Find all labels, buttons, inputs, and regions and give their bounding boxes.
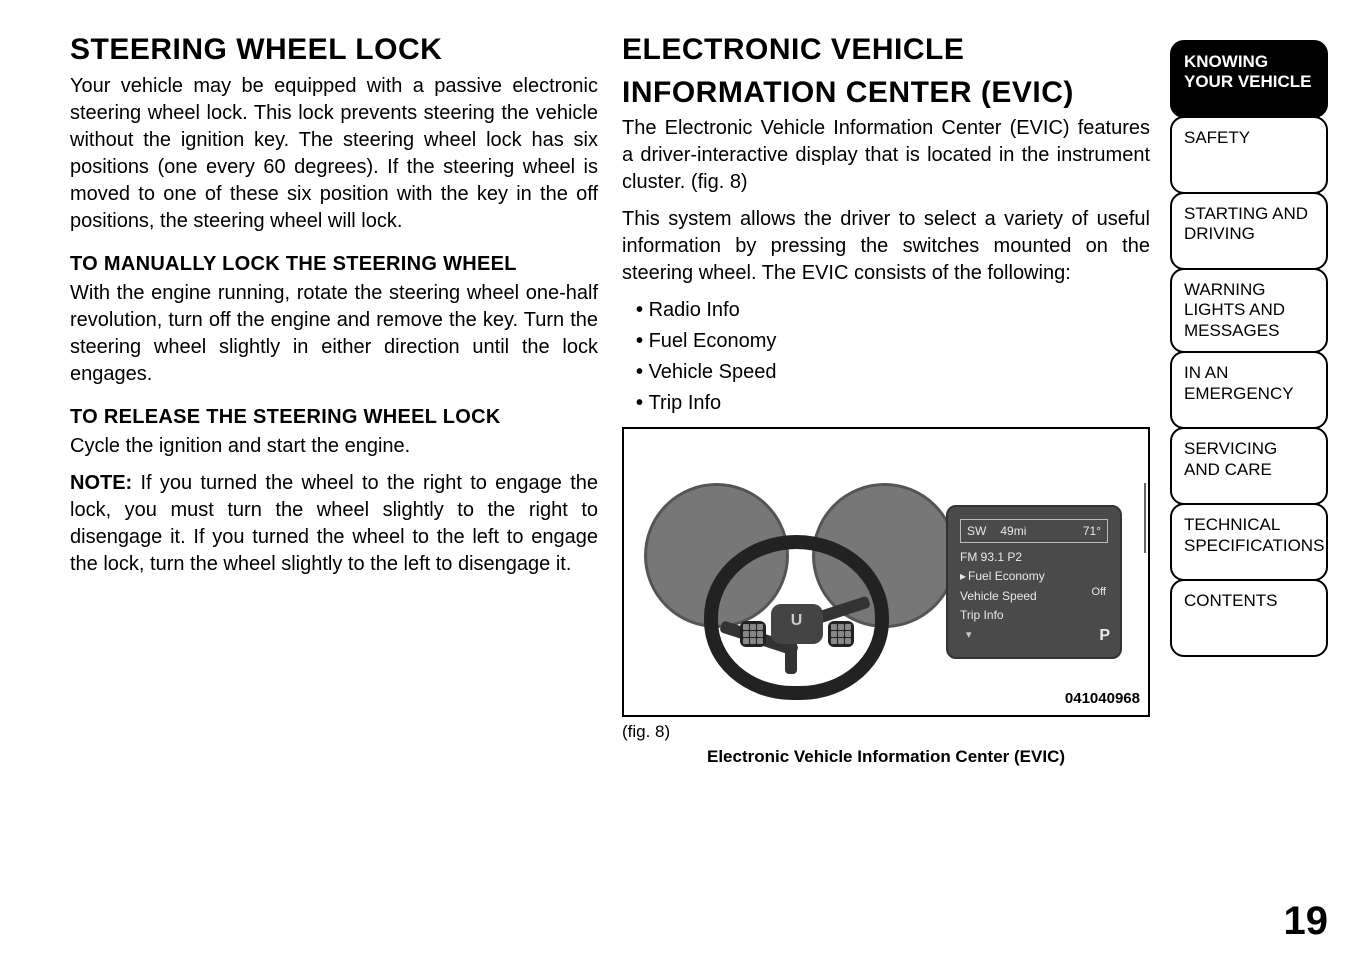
figure-code: 041040968 [1065, 689, 1140, 709]
list-item: Fuel Economy [636, 328, 1150, 355]
page-number: 19 [1284, 899, 1329, 944]
paragraph: This system allows the driver to select … [622, 206, 1150, 287]
evic-temp: 71° [1083, 523, 1101, 539]
figure-evic: U SW 49mi 71° FM 93.1 P2 Fuel Economy Ve… [622, 427, 1150, 717]
evic-compass: SW [967, 523, 986, 539]
heading-evic-line2: INFORMATION CENTER (EVIC) [622, 73, 1150, 114]
figure-number: (fig. 8) [622, 721, 1150, 744]
tab-starting-driving[interactable]: STARTING AND DRIVING [1170, 192, 1328, 270]
list-item: Vehicle Speed [636, 359, 1150, 386]
page-content: STEERING WHEEL LOCK Your vehicle may be … [70, 30, 1150, 900]
steering-wheel-icon: U [704, 535, 889, 700]
right-column: ELECTRONIC VEHICLE INFORMATION CENTER (E… [622, 30, 1150, 900]
tab-warning-lights[interactable]: WARNING LIGHTS AND MESSAGES [1170, 268, 1328, 353]
tab-emergency[interactable]: IN AN EMERGENCY [1170, 351, 1328, 429]
evic-item: Trip Info [960, 607, 1108, 623]
wheel-buttons-right-icon [828, 621, 854, 647]
evic-distance: 49mi [1000, 523, 1026, 539]
paragraph: Cycle the ignition and start the engine. [70, 433, 598, 460]
dashboard-illustration: U SW 49mi 71° FM 93.1 P2 Fuel Economy Ve… [634, 443, 1144, 693]
evic-feature-list: Radio Info Fuel Economy Vehicle Speed Tr… [636, 297, 1150, 417]
gauge-edge [1144, 483, 1146, 553]
paragraph: With the engine running, rotate the stee… [70, 280, 598, 388]
tab-contents[interactable]: CONTENTS [1170, 579, 1328, 657]
wheel-buttons-left-icon [740, 621, 766, 647]
tab-safety[interactable]: SAFETY [1170, 116, 1328, 194]
note-text: If you turned the wheel to the right to … [70, 472, 598, 575]
paragraph: Your vehicle may be equipped with a pass… [70, 73, 598, 235]
note-label: NOTE: [70, 472, 132, 494]
subheading-release-lock: TO RELEASE THE STEERING WHEEL LOCK [70, 404, 598, 431]
tab-knowing-vehicle[interactable]: KNOWING YOUR VEHICLE [1170, 40, 1328, 118]
evic-item: Vehicle Speed [960, 588, 1108, 604]
subheading-manual-lock: TO MANUALLY LOCK THE STEERING WHEEL [70, 251, 598, 278]
section-tabs: KNOWING YOUR VEHICLE SAFETY STARTING AND… [1170, 40, 1328, 655]
evic-top-bar: SW 49mi 71° [960, 519, 1108, 543]
evic-item-selected: Fuel Economy [960, 568, 1108, 584]
heading-evic-line1: ELECTRONIC VEHICLE [622, 30, 1150, 71]
tab-technical-specs[interactable]: TECHNICAL SPECIFICATIONS [1170, 503, 1328, 581]
evic-display: SW 49mi 71° FM 93.1 P2 Fuel Economy Vehi… [946, 505, 1122, 659]
figure-title: Electronic Vehicle Information Center (E… [622, 746, 1150, 769]
list-item: Radio Info [636, 297, 1150, 324]
tab-servicing-care[interactable]: SERVICING AND CARE [1170, 427, 1328, 505]
heading-steering-lock: STEERING WHEEL LOCK [70, 30, 598, 71]
evic-arrow-icon: ▾ [966, 628, 972, 643]
wheel-badge: U [791, 610, 803, 632]
evic-gear-indicator: P [1099, 625, 1110, 647]
evic-radio: FM 93.1 P2 [960, 549, 1108, 565]
evic-off-label: Off [1092, 585, 1106, 600]
note-paragraph: NOTE: If you turned the wheel to the rig… [70, 470, 598, 578]
list-item: Trip Info [636, 390, 1150, 417]
left-column: STEERING WHEEL LOCK Your vehicle may be … [70, 30, 598, 900]
paragraph: The Electronic Vehicle Information Cente… [622, 115, 1150, 196]
